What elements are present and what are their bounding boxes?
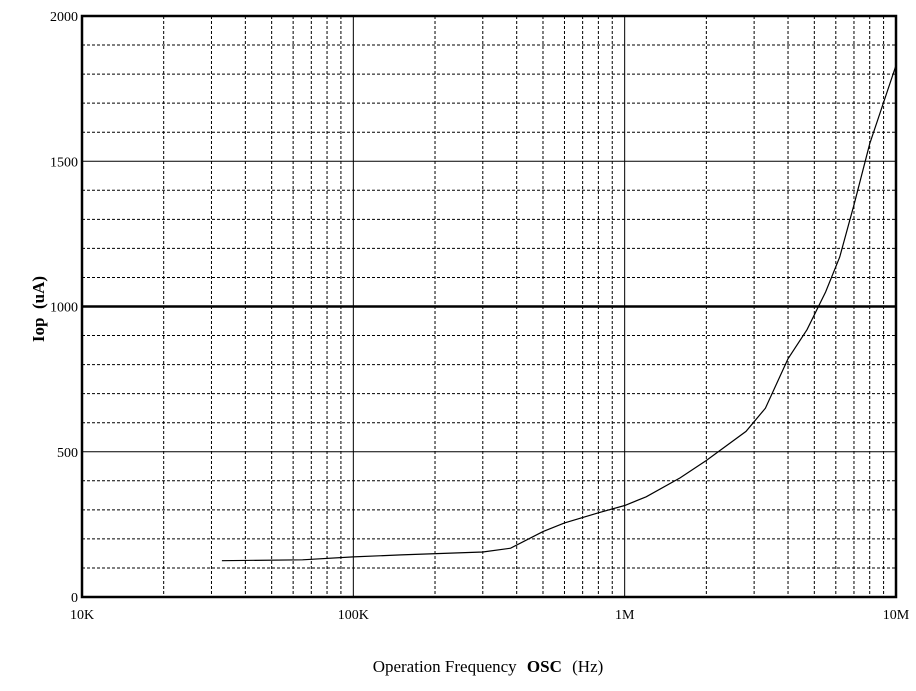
tick-labels: 10K 100K 1M 10M 0 500 1000 1500 2000 xyxy=(50,10,910,623)
x-axis-label-unit: (Hz) xyxy=(572,657,603,676)
y-tick-label: 1500 xyxy=(50,155,78,170)
x-axis-label-osc: OSC xyxy=(527,657,562,676)
y-tick-label: 500 xyxy=(57,446,78,461)
x-tick-label: 10M xyxy=(883,608,910,623)
y-tick-label: 0 xyxy=(71,591,78,606)
x-tick-label: 1M xyxy=(615,608,635,623)
x-axis-label: Operation Frequency OSC (Hz) xyxy=(373,657,604,676)
series-layer xyxy=(221,65,897,562)
series-line xyxy=(221,65,897,562)
plot-frame xyxy=(80,14,898,599)
y-tick-label: 1000 xyxy=(50,301,78,316)
x-axis-label-prefix: Operation Frequency xyxy=(373,657,517,676)
grid xyxy=(80,14,898,599)
x-tick-label: 100K xyxy=(338,608,369,623)
x-tick-label: 10K xyxy=(70,608,94,623)
y-tick-label: 2000 xyxy=(50,10,78,25)
y-axis-label: Iop (uA) xyxy=(29,276,48,342)
